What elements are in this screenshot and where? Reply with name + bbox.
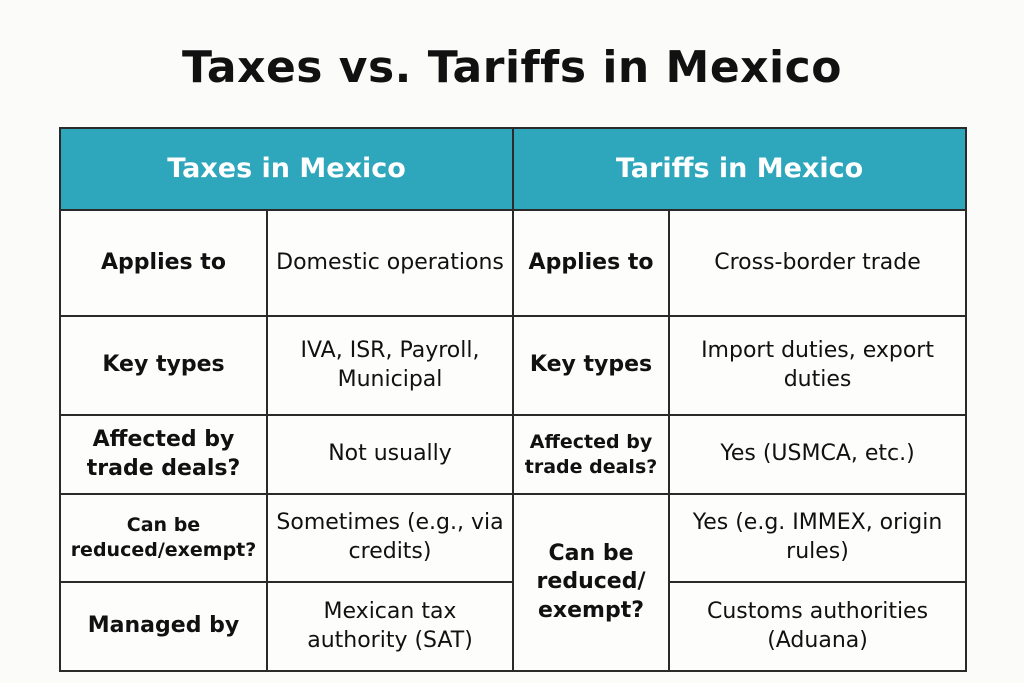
taxes-trade-value: Not usually bbox=[265, 414, 515, 495]
header-taxes: Taxes in Mexico bbox=[58, 127, 515, 211]
table-row: Applies to Domestic operations Applies t… bbox=[59, 209, 968, 317]
tariffs-reduce-value: Yes (e.g. IMMEX, origin rules) bbox=[668, 493, 968, 583]
taxes-managed-label: Managed by bbox=[59, 581, 268, 672]
header-tariffs: Tariffs in Mexico bbox=[512, 127, 968, 211]
tariffs-applies-value: Cross-border trade bbox=[668, 209, 968, 317]
table-row: Can be reduced/exempt? Sometimes (e.g., … bbox=[59, 493, 968, 672]
tariffs-trade-value: Yes (USMCA, etc.) bbox=[668, 414, 968, 495]
taxes-applies-value: Domestic operations bbox=[265, 209, 515, 317]
taxes-trade-label: Affected by trade deals? bbox=[59, 414, 268, 495]
taxes-managed-value: Mexican tax authority (SAT) bbox=[265, 581, 515, 672]
tariffs-trade-label: Affected by trade deals? bbox=[512, 414, 671, 495]
page-title: Taxes vs. Tariffs in Mexico bbox=[182, 42, 842, 93]
taxes-applies-label: Applies to bbox=[59, 209, 268, 317]
taxes-reduce-value: Sometimes (e.g., via credits) bbox=[265, 493, 515, 583]
table-row: Managed by Mexican tax authority (SAT) C… bbox=[59, 581, 968, 672]
comparison-table: Taxes in Mexico Tariffs in Mexico Applie… bbox=[58, 127, 968, 672]
taxes-types-label: Key types bbox=[59, 315, 268, 416]
tariffs-managed-value: Customs authorities (Aduana) bbox=[668, 581, 968, 672]
taxes-types-value: IVA, ISR, Payroll, Municipal bbox=[265, 315, 515, 416]
tariffs-types-label: Key types bbox=[512, 315, 671, 416]
tariffs-types-value: Import duties, export duties bbox=[668, 315, 968, 416]
table-row: Affected by trade deals? Not usually Aff… bbox=[59, 414, 968, 495]
tariffs-reduce-label: Can be reduced/ exempt? bbox=[512, 493, 671, 672]
table-row: Key types IVA, ISR, Payroll, Municipal K… bbox=[59, 315, 968, 416]
tariffs-applies-label: Applies to bbox=[512, 209, 671, 317]
taxes-reduce-label: Can be reduced/exempt? bbox=[59, 493, 268, 583]
